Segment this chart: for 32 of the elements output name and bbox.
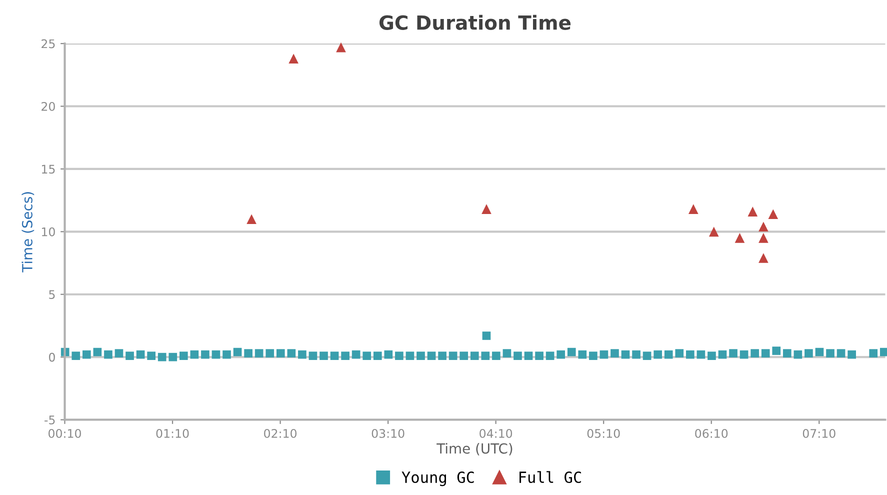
y-axis-title: Time (Secs) <box>22 192 34 272</box>
y-tick-label: 20 <box>42 102 55 111</box>
point <box>734 233 745 243</box>
y-tick-label: 10 <box>42 227 55 236</box>
legend-label: Young GC <box>402 471 474 486</box>
x-tick-label: 02:10 <box>264 428 297 438</box>
x-tick-label: 01:10 <box>156 428 189 438</box>
legend-label: Full GC <box>520 471 581 484</box>
x-tick-label: 03:10 <box>372 428 404 438</box>
x-tick-label: 00:10 <box>48 428 81 438</box>
point <box>336 42 346 52</box>
point <box>758 253 768 263</box>
point <box>708 226 719 237</box>
point <box>758 222 768 232</box>
y-tick-label: -5 <box>44 416 55 424</box>
y-tick-label: 5 <box>49 290 55 300</box>
chart-title: GC Duration Time <box>379 14 571 30</box>
point <box>246 214 256 224</box>
x-tick-label: 04:10 <box>480 428 512 438</box>
point <box>688 204 698 214</box>
point <box>288 54 298 64</box>
y-tick-label: 0 <box>48 352 55 362</box>
x-axis-title: Time (UTC) <box>436 442 512 456</box>
x-tick-label: 05:10 <box>587 428 620 438</box>
y-tick-label: 25 <box>42 39 55 48</box>
point <box>768 209 778 220</box>
point <box>482 204 492 214</box>
point <box>758 233 768 243</box>
x-tick-label: 06:10 <box>695 428 728 438</box>
y-tick-label: 15 <box>42 164 55 174</box>
point <box>748 206 758 217</box>
x-tick-label: 07:10 <box>802 428 836 438</box>
